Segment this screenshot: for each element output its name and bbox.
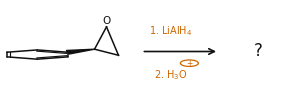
- Text: +: +: [186, 59, 192, 68]
- Text: ?: ?: [254, 43, 263, 60]
- Polygon shape: [66, 49, 95, 54]
- Text: O: O: [102, 16, 111, 26]
- Text: 2. H$_3$O: 2. H$_3$O: [154, 68, 187, 82]
- Text: 1. LiAlH$_4$: 1. LiAlH$_4$: [149, 24, 192, 38]
